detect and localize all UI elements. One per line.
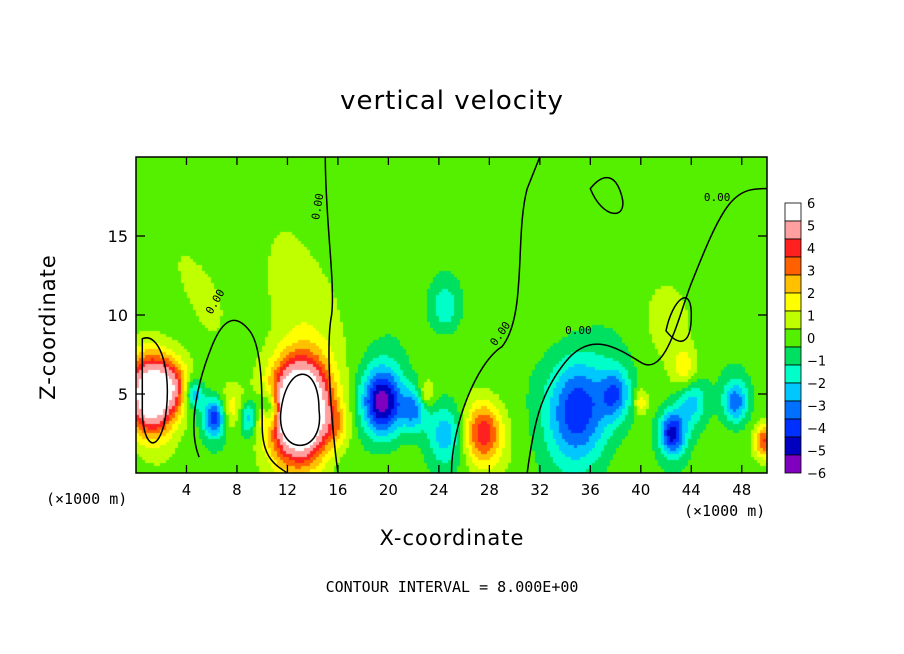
x-tick-label: 8	[232, 481, 242, 499]
colorbar-tick-label: −3	[807, 400, 826, 415]
colorbar-tick-label: 2	[807, 287, 815, 302]
contour-line	[526, 187, 768, 474]
colorbar-tick-label: −2	[807, 377, 826, 392]
x-tick-label: 16	[328, 481, 347, 499]
colorbar-tick-label: 0	[807, 332, 815, 347]
colorbar-tick-label: 1	[807, 310, 815, 325]
colorbar-swatch	[784, 292, 802, 312]
colorbar-swatch	[784, 202, 802, 222]
contour-line	[279, 373, 321, 446]
x-tick-label: 24	[429, 481, 448, 499]
x-tick-label: 48	[732, 481, 751, 499]
colorbar-tick-label: 3	[807, 265, 815, 280]
z-unit-label: (×1000 m)	[684, 502, 766, 520]
colorbar-swatch	[784, 220, 802, 240]
colorbar-tick-label: 5	[807, 220, 815, 235]
colorbar-swatch	[784, 436, 802, 456]
colorbar-tick-label: −1	[807, 355, 826, 370]
colorbar-swatch	[784, 418, 802, 438]
colorbar-swatch	[784, 310, 802, 330]
contour-line	[450, 156, 541, 474]
colorbar-tick-label: −5	[807, 445, 826, 460]
chart-title: vertical velocity	[340, 86, 564, 116]
colorbar-swatch	[784, 454, 802, 474]
x-tick-label: 4	[182, 481, 192, 499]
z-tick-label: 5	[118, 385, 128, 404]
zero-contour-lines	[141, 156, 768, 474]
contour-label: 0.00	[565, 324, 592, 337]
contour-label: 0.00	[704, 191, 731, 204]
x-unit-label: (×1000 m)	[46, 490, 128, 508]
x-tick-label: 32	[530, 481, 549, 499]
colorbar-tick-label: −6	[807, 467, 826, 482]
x-tick-label: 40	[631, 481, 650, 499]
contour-line	[193, 319, 288, 474]
colorbar-tick-label: 6	[807, 197, 815, 212]
x-tick-label: 28	[480, 481, 499, 499]
colorbar-swatch	[784, 364, 802, 384]
x-tick-label: 20	[379, 481, 398, 499]
contour-line	[589, 176, 624, 215]
colorbar-swatch	[784, 400, 802, 420]
z-tick-label: 15	[108, 227, 128, 246]
colorbar-swatch	[784, 328, 802, 348]
colorbar-swatch	[784, 382, 802, 402]
contour-line	[324, 156, 339, 474]
colorbar-tick-label: −4	[807, 422, 826, 437]
contour-label: 0.00	[309, 192, 326, 220]
x-axis-label: X-coordinate	[379, 526, 525, 550]
contour-line	[665, 297, 693, 342]
x-tick-label: 44	[682, 481, 701, 499]
contour-interval-note: CONTOUR INTERVAL = 8.000E+00	[325, 578, 579, 596]
colorbar-swatch	[784, 238, 802, 258]
colorbar-swatch	[784, 346, 802, 366]
x-tick-label: 36	[581, 481, 600, 499]
colorbar-swatch	[784, 256, 802, 276]
colorbar-tick-label: 4	[807, 242, 815, 257]
contour-line	[141, 337, 169, 444]
colorbar-swatch	[784, 274, 802, 294]
heatmap-field	[136, 157, 767, 473]
z-tick-label: 10	[108, 306, 128, 325]
x-tick-label: 12	[278, 481, 297, 499]
